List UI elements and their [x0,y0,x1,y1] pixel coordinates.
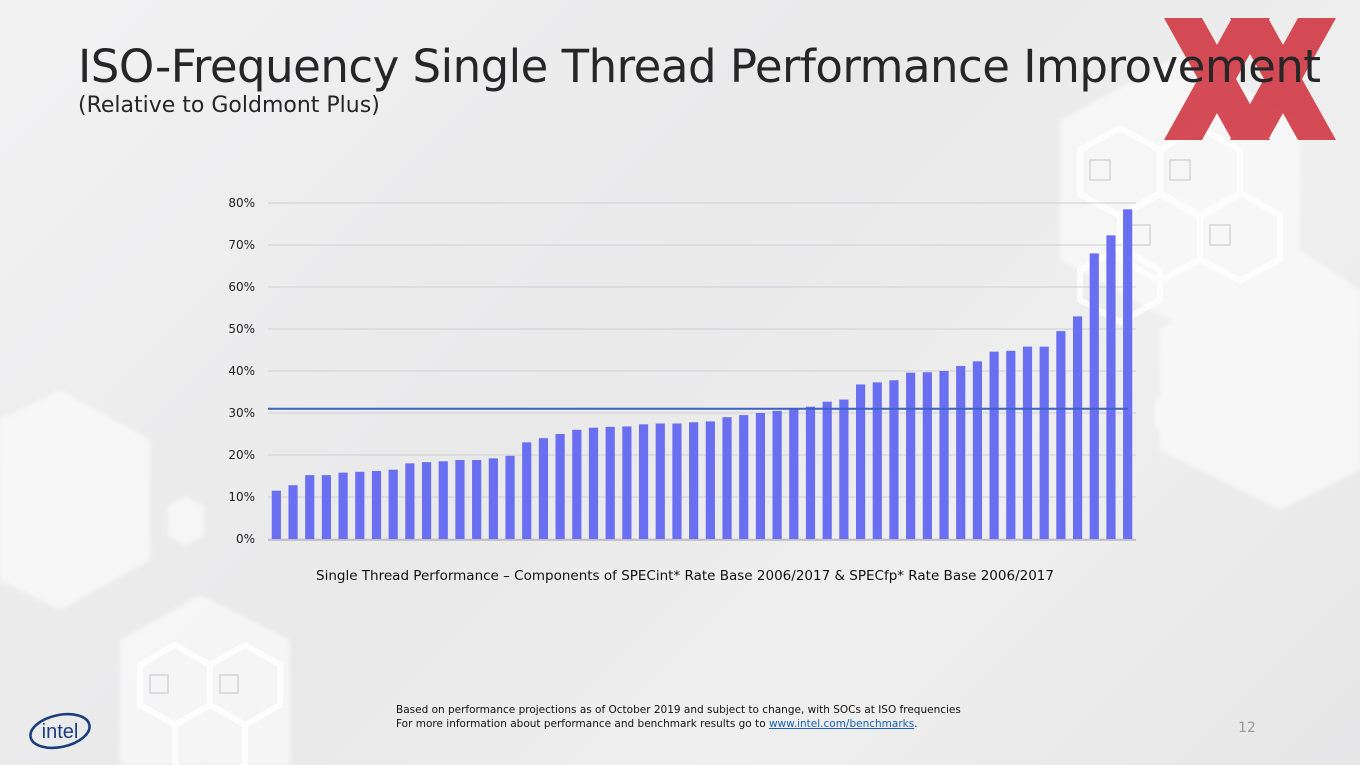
bar [421,462,432,539]
bar [689,422,699,539]
bar [455,460,465,539]
bar [1006,350,1016,539]
y-tick-label: 80% [228,196,255,210]
bar [772,410,782,539]
bar [572,429,582,539]
bar [922,372,932,539]
footnote-line-1: Based on performance projections as of O… [396,704,961,716]
bar [839,399,849,539]
bar [939,371,949,539]
bar [438,461,448,539]
bar [655,423,665,539]
bar [1089,253,1099,539]
footnote-line-2: For more information about performance a… [396,717,961,731]
bar [906,372,916,539]
footnote: Based on performance projections as of O… [396,703,961,731]
bar [472,460,482,539]
watermark-xx-logo [1164,18,1336,140]
bar [972,361,983,539]
bar [805,406,816,539]
bar [956,365,966,539]
y-tick-label: 0% [236,532,255,546]
bar [321,475,332,539]
chart-y-axis: 0% 10% 20% 30% 40% 50% 60% 70% 80% [228,196,255,546]
bar [271,490,281,539]
bar [355,471,365,539]
bar [338,472,348,539]
y-tick-label: 70% [228,238,255,252]
chart-x-axis-label: Single Thread Performance – Components o… [316,568,1054,584]
bar [989,351,999,539]
bar [288,485,298,539]
bar [605,426,615,539]
footnote-prefix: For more information about performance a… [396,718,769,730]
chart-gridlines [268,202,1136,541]
intel-logo-text: intel [42,721,79,743]
bar [1123,209,1133,540]
bar [1022,346,1033,539]
intel-logo: intel [29,712,91,750]
bar [522,442,532,539]
bar [588,427,599,539]
bar [705,421,715,539]
y-tick-label: 40% [228,364,255,378]
y-tick-label: 10% [228,490,255,504]
bar [822,401,832,539]
bar [1039,346,1049,539]
y-tick-label: 60% [228,280,255,294]
bar [622,426,632,539]
bar [505,455,515,539]
benchmarks-link[interactable]: www.intel.com/benchmarks [768,718,915,730]
bar [555,434,565,539]
bar [388,469,398,539]
bar [488,458,498,539]
bar [371,470,382,539]
chart-bars [271,209,1133,540]
bar [405,463,415,539]
bar [1072,316,1083,539]
slide-title: ISO-Frequency Single Thread Performance … [78,40,1321,93]
bar [872,382,882,539]
y-tick-label: 30% [228,406,255,420]
bar [855,384,866,539]
bar [755,413,766,539]
bar [789,408,799,539]
bar [1056,331,1066,539]
page-number: 12 [1238,720,1256,736]
bar-chart: 0% 10% 20% 30% 40% 50% 60% 70% 80% [228,196,1136,546]
bar [889,380,899,539]
bar [739,415,749,539]
y-tick-label: 20% [228,448,255,462]
bar [638,424,649,539]
slide-subtitle: (Relative to Goldmont Plus) [78,93,380,118]
bar [1106,235,1116,539]
footnote-suffix: . [914,718,918,730]
bar [305,475,315,539]
bar [722,417,732,539]
bar [538,438,549,539]
bar [672,423,682,539]
y-tick-label: 50% [228,322,255,336]
